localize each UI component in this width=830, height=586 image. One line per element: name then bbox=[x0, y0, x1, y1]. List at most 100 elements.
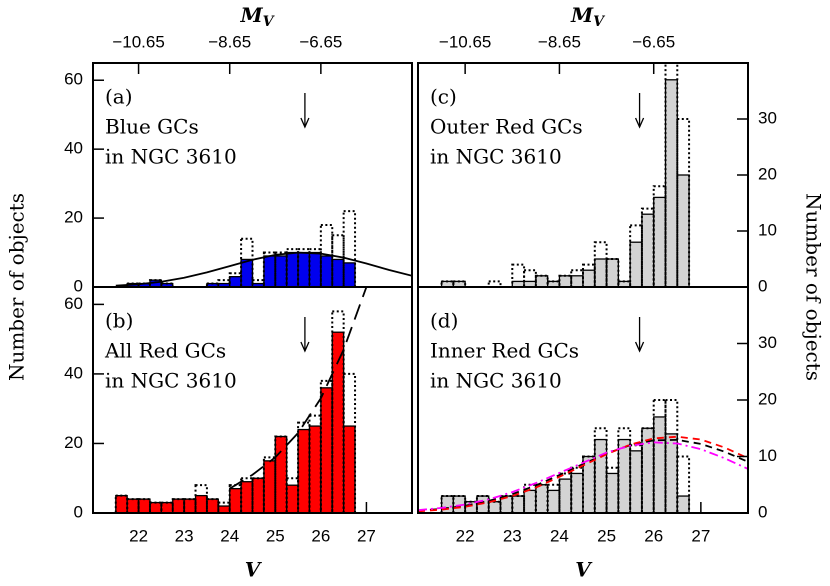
panel-text: All Red GCs bbox=[104, 339, 226, 363]
x-tick-label: 23 bbox=[175, 526, 194, 545]
panel-text: in NGC 3610 bbox=[105, 145, 237, 169]
fit-curve bbox=[115, 251, 412, 287]
hist-bar bbox=[320, 387, 333, 513]
outline-bar bbox=[251, 279, 265, 287]
hist-bar bbox=[331, 258, 345, 287]
hist-bar bbox=[297, 251, 311, 287]
hist-bar bbox=[511, 495, 525, 513]
outline-bar bbox=[160, 282, 174, 287]
hist-bar bbox=[331, 331, 345, 513]
hist-bar bbox=[676, 495, 690, 513]
outline-bar bbox=[297, 421, 311, 513]
hist-bar bbox=[172, 498, 185, 513]
outline-bar bbox=[652, 185, 667, 287]
outline-bar bbox=[342, 372, 357, 513]
outline-bar bbox=[582, 455, 596, 513]
hist-bar bbox=[488, 501, 502, 513]
hist-bar bbox=[274, 435, 288, 513]
hist-bar bbox=[617, 438, 631, 513]
fit-curve bbox=[418, 438, 748, 512]
top-x-tick-label: −8.65 bbox=[208, 32, 251, 51]
frame bbox=[92, 62, 413, 288]
panel bbox=[440, 63, 691, 287]
arrow-head bbox=[634, 117, 645, 129]
hist-bar bbox=[523, 489, 537, 513]
y-tick-label: 20 bbox=[64, 208, 83, 227]
hist-bar bbox=[263, 255, 276, 287]
hist-bar bbox=[206, 498, 219, 513]
hist-bar bbox=[629, 241, 643, 287]
x-tick-label: 27 bbox=[691, 526, 710, 545]
x-axis-label: V bbox=[245, 558, 263, 582]
y-tick-label: 10 bbox=[758, 446, 777, 465]
hist-bar bbox=[594, 438, 608, 513]
outline-bar bbox=[217, 501, 231, 513]
outline-bar bbox=[475, 495, 490, 513]
outline-bar bbox=[534, 483, 549, 513]
outline-bar bbox=[148, 501, 163, 513]
hist-bar bbox=[308, 251, 322, 287]
x-tick-label: 26 bbox=[644, 526, 663, 545]
y-tick-label: 40 bbox=[64, 363, 83, 382]
hist-bar bbox=[183, 498, 197, 513]
top-x-tick-label: −6.65 bbox=[632, 32, 675, 51]
top-x-tick-label: −6.65 bbox=[299, 32, 342, 51]
fit-curve bbox=[229, 287, 368, 490]
hist-bar bbox=[229, 488, 242, 513]
outline-bar bbox=[676, 118, 691, 287]
y-tick-label: 20 bbox=[64, 433, 83, 452]
outline-bar bbox=[194, 484, 208, 513]
top-axis-label-sub: V bbox=[263, 14, 276, 30]
top-axis-label: MV bbox=[240, 3, 276, 31]
y-axis-label: Number of objects bbox=[5, 193, 29, 381]
hist-bar bbox=[240, 481, 254, 513]
outline-bar bbox=[217, 279, 231, 287]
outline-bar bbox=[570, 466, 585, 513]
hist-bar bbox=[535, 275, 549, 287]
hist-bar bbox=[641, 213, 655, 287]
y-tick-label: 20 bbox=[758, 164, 777, 183]
top-axis-label-sub: V bbox=[593, 14, 606, 30]
outline-bar bbox=[205, 498, 220, 513]
hist-bar bbox=[546, 489, 561, 513]
y-tick-label: 30 bbox=[758, 333, 777, 352]
hist-bar bbox=[286, 251, 299, 287]
y-tick-label: 30 bbox=[758, 108, 777, 127]
panel-label: (b) bbox=[105, 309, 133, 333]
y-tick-label: 0 bbox=[758, 276, 767, 295]
outline-bar bbox=[546, 483, 561, 513]
outline-bar bbox=[331, 234, 345, 287]
hist-bar bbox=[582, 269, 596, 287]
hist-bar bbox=[160, 501, 174, 513]
x-tick-label: 24 bbox=[220, 526, 239, 545]
x-tick-label: 22 bbox=[456, 526, 475, 545]
outline-bar bbox=[319, 379, 334, 513]
y-tick-label: 0 bbox=[74, 276, 83, 295]
hist-bar bbox=[115, 494, 128, 513]
frame bbox=[92, 286, 413, 514]
panel-label: (c) bbox=[430, 85, 457, 109]
outline-bar bbox=[114, 494, 129, 513]
hist-bar bbox=[137, 498, 151, 513]
hist-bar bbox=[274, 255, 288, 287]
hist-bar bbox=[126, 498, 140, 513]
outline-bar bbox=[582, 263, 596, 287]
hist-bar bbox=[286, 484, 299, 513]
x-tick-label: 27 bbox=[357, 526, 376, 545]
x-tick-label: 25 bbox=[597, 526, 616, 545]
frame bbox=[417, 62, 749, 288]
arrow-head bbox=[634, 341, 645, 353]
outline-bar bbox=[558, 472, 573, 513]
hist-bar bbox=[664, 433, 678, 513]
hist-bar bbox=[558, 275, 572, 287]
outline-bar bbox=[629, 224, 643, 287]
top-x-tick-label: −10.65 bbox=[439, 32, 491, 51]
outline-bar bbox=[593, 241, 608, 287]
outline-bar bbox=[487, 500, 502, 513]
outline-bar bbox=[676, 455, 691, 513]
panel bbox=[114, 287, 368, 513]
outline-bar bbox=[262, 251, 277, 287]
hist-bar bbox=[570, 472, 584, 513]
outline-bar bbox=[452, 495, 467, 513]
